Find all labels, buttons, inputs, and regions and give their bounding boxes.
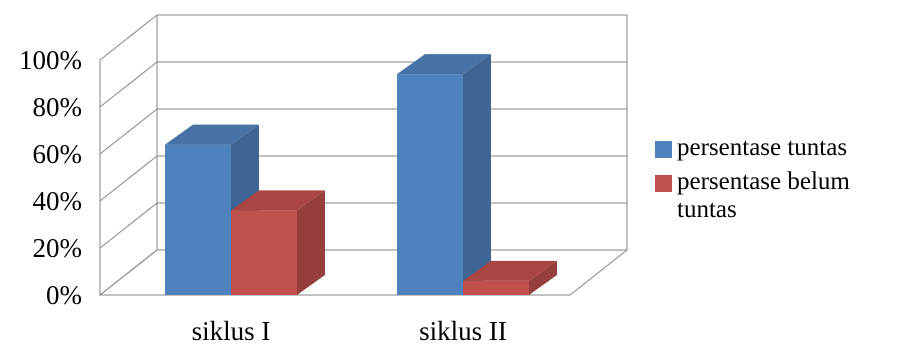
legend-item-tuntas: persentase tuntas <box>655 134 895 162</box>
x-tick-label: siklus I <box>192 316 271 346</box>
bar-tuntas <box>165 144 231 295</box>
y-tick-label: 100% <box>19 45 82 75</box>
bar-belum-tuntas <box>463 280 529 295</box>
bar-top-belum-tuntas <box>231 190 325 211</box>
legend-swatch-tuntas <box>655 141 672 158</box>
y-tick-label: 40% <box>33 186 83 216</box>
side-gridline <box>99 202 158 249</box>
y-tick-label: 60% <box>33 139 83 169</box>
bar-side-belum-tuntas <box>297 190 325 295</box>
legend: persentase tuntas persentase belum tunta… <box>655 134 895 230</box>
bar-top-tuntas <box>397 54 491 75</box>
bar-belum-tuntas <box>231 210 297 295</box>
x-tick-label: siklus II <box>419 316 507 346</box>
side-gridline <box>99 108 158 155</box>
legend-label-belum-tuntas: persentase belum tuntas <box>677 168 850 223</box>
side-gridline <box>99 155 158 202</box>
legend-item-belum-tuntas: persentase belum tuntas <box>655 168 895 224</box>
y-tick-label: 20% <box>33 233 83 263</box>
y-tick-label: 80% <box>33 92 83 122</box>
bar-top-belum-tuntas <box>463 260 557 281</box>
bar-top-tuntas <box>165 124 259 145</box>
legend-swatch-belum-tuntas <box>655 175 672 192</box>
legend-label-tuntas: persentase tuntas <box>677 134 848 161</box>
y-tick-label: 0% <box>46 280 82 310</box>
side-gridline <box>99 61 158 108</box>
bar-tuntas <box>397 74 463 295</box>
bar-side-tuntas <box>463 54 491 295</box>
bar-side-belum-tuntas <box>529 260 557 295</box>
side-gridline <box>99 14 158 61</box>
